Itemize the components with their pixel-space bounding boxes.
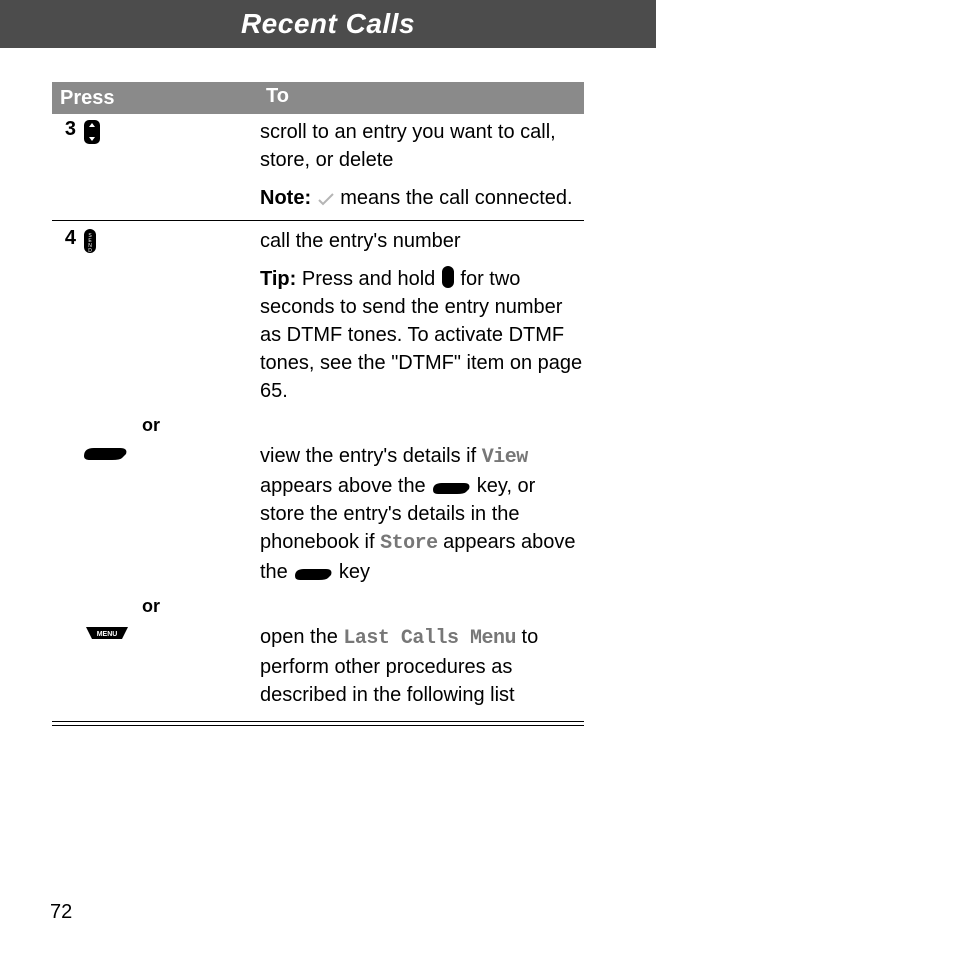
note-text: means the call connected. bbox=[335, 187, 573, 209]
lcd-last-calls-menu: Last Calls Menu bbox=[343, 627, 516, 650]
col-header-to: To bbox=[266, 82, 584, 114]
step-text: call the entry's number bbox=[260, 227, 584, 255]
col-header-press: Press bbox=[52, 82, 266, 114]
or-label: or bbox=[82, 415, 260, 436]
table-row: 4 S E N D call the entry's number bbox=[52, 221, 584, 719]
scroll-key-icon bbox=[82, 118, 102, 146]
tip-label: Tip: bbox=[260, 268, 296, 290]
send-key-icon: S E N D bbox=[82, 227, 98, 255]
table-row: 3 scroll to an entry you want to call, s… bbox=[52, 114, 584, 221]
press-cell: MENU bbox=[82, 623, 260, 709]
text-a: view the entry's details if bbox=[260, 445, 482, 467]
or-separator: or bbox=[52, 596, 584, 617]
note-label: Note: bbox=[260, 187, 311, 209]
text-b: appears above the bbox=[260, 475, 431, 497]
soft-key-icon bbox=[293, 564, 333, 582]
to-cell: call the entry's number Tip: Press and h… bbox=[260, 227, 584, 405]
lcd-store: Store bbox=[380, 532, 438, 555]
to-cell: scroll to an entry you want to call, sto… bbox=[260, 118, 584, 214]
lcd-view: View bbox=[482, 446, 528, 469]
step-text: open the Last Calls Menu to perform othe… bbox=[260, 623, 584, 709]
soft-key-icon bbox=[431, 478, 471, 496]
to-cell: view the entry's details if View appears… bbox=[260, 442, 584, 586]
svg-text:MENU: MENU bbox=[97, 631, 118, 638]
or-separator: or bbox=[52, 415, 584, 436]
or-label: or bbox=[82, 596, 260, 617]
step-tip: Tip: Press and hold for two seconds to s… bbox=[260, 265, 584, 405]
step-note: Note: means the call connected. bbox=[260, 184, 584, 214]
svg-text:D: D bbox=[88, 248, 92, 254]
step-number: 3 bbox=[52, 118, 82, 214]
step-text: scroll to an entry you want to call, sto… bbox=[260, 118, 584, 174]
tip-text-a: Press and hold bbox=[296, 268, 441, 290]
press-cell bbox=[82, 442, 260, 586]
step-text: view the entry's details if View appears… bbox=[260, 442, 584, 586]
section-header: Recent Calls bbox=[0, 0, 656, 48]
menu-text-a: open the bbox=[260, 626, 343, 648]
press-cell: S E N D bbox=[82, 227, 260, 405]
press-cell bbox=[82, 118, 260, 214]
table-header-row: Press To bbox=[52, 82, 584, 114]
send-key-icon bbox=[441, 265, 455, 289]
step-number: 4 bbox=[52, 227, 82, 405]
page-number: 72 bbox=[50, 901, 72, 924]
soft-key-icon bbox=[82, 442, 128, 462]
table-bottom-rule bbox=[52, 721, 584, 726]
check-icon bbox=[317, 186, 335, 214]
to-cell: open the Last Calls Menu to perform othe… bbox=[260, 623, 584, 709]
steps-table: Press To 3 scroll to an entry you want t… bbox=[52, 82, 584, 726]
menu-key-icon: MENU bbox=[82, 623, 132, 643]
text-e: key bbox=[333, 561, 370, 583]
